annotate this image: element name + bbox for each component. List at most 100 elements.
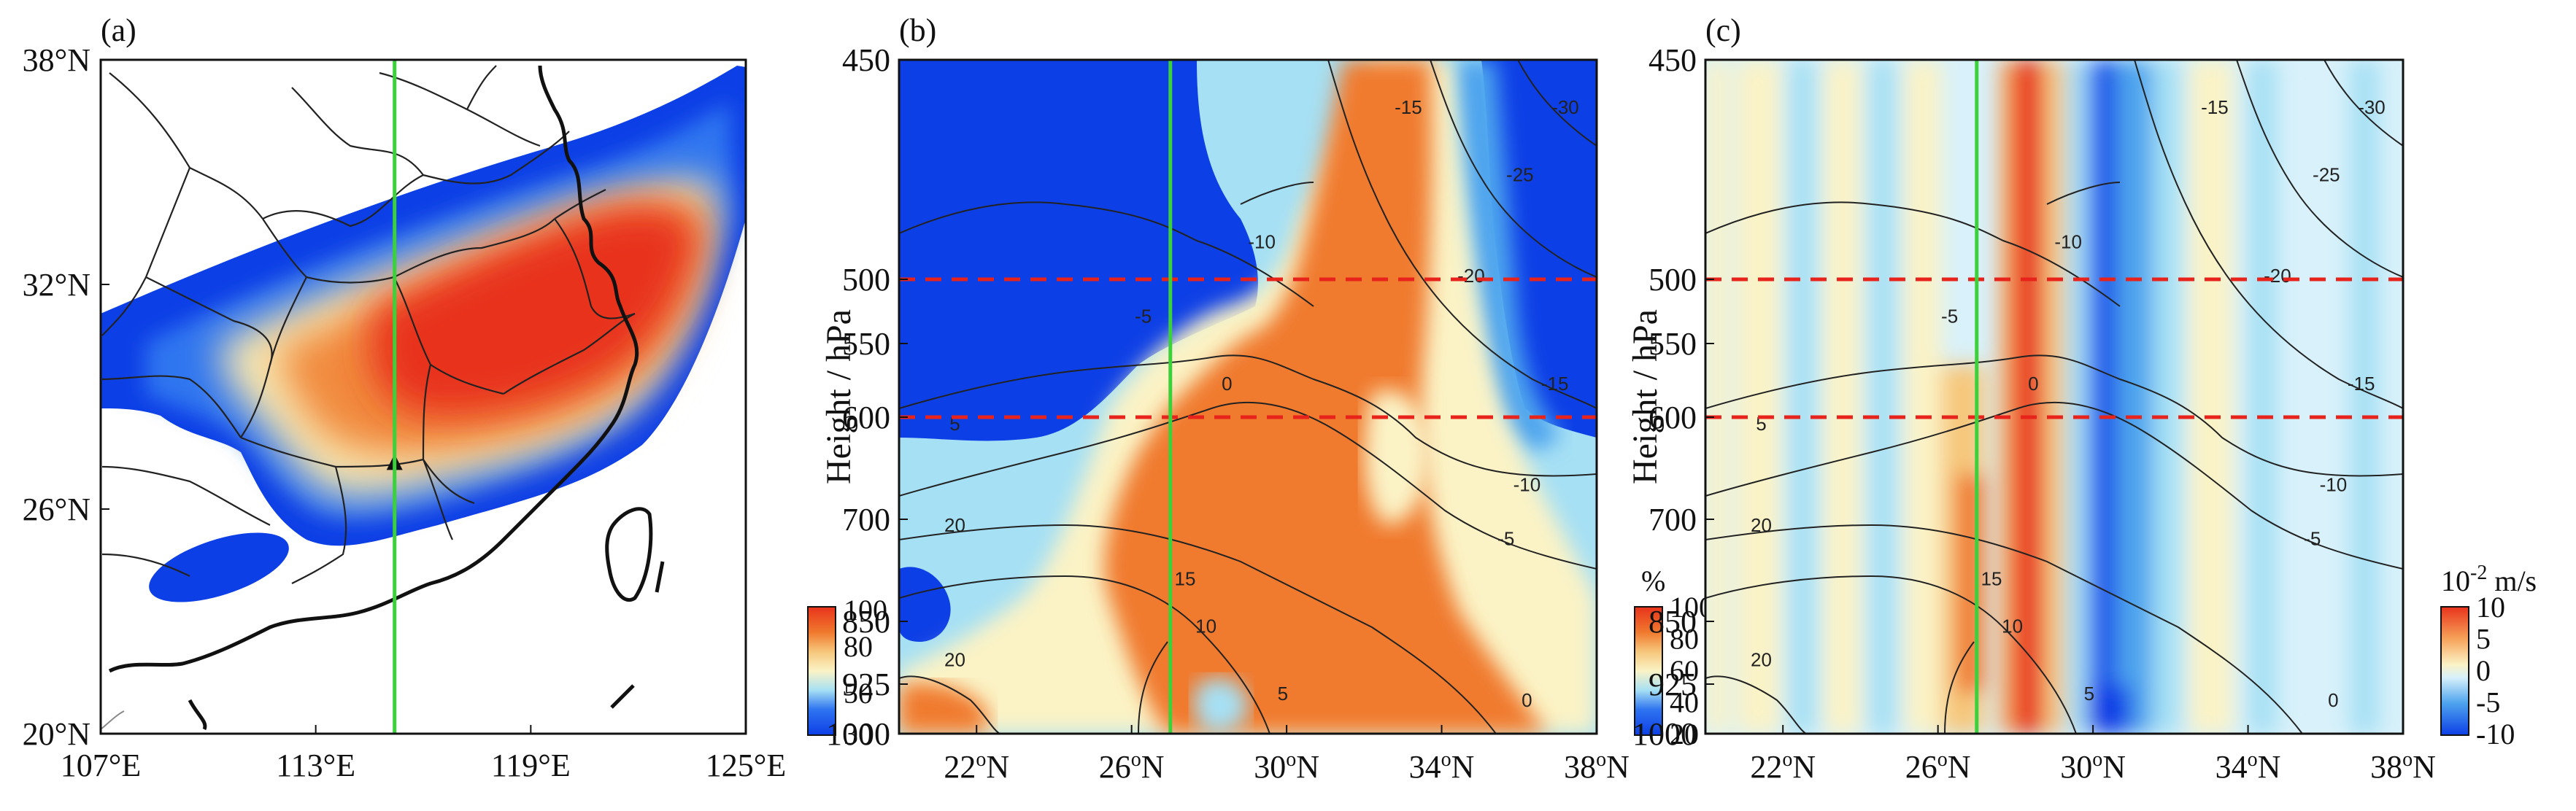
transition-right — [1452, 60, 1562, 452]
isotherm-contours-b — [899, 60, 1597, 734]
panel-b-frame — [898, 58, 1598, 735]
panel-a-ytick-label: 32°N — [23, 267, 90, 303]
contour-label: 0 — [1522, 689, 1532, 711]
moist-pale-patch — [1364, 389, 1430, 525]
xtick-label: 26oN — [1905, 748, 1971, 785]
colorbar-a-bar — [807, 606, 836, 736]
contour-label: 20 — [1751, 514, 1772, 536]
panel-b-cross-section: (b) — [820, 12, 1713, 785]
ytick-label: 550 — [1648, 326, 1697, 362]
colorbar-b-bar — [1634, 606, 1663, 736]
contour-label: -20 — [1457, 265, 1485, 287]
contour-label: 5 — [1278, 683, 1288, 705]
bottom-left-line — [101, 710, 125, 730]
colorbar-tick-label: 40 — [1670, 686, 1699, 719]
colorbar-a-tick-label: 30 — [844, 718, 873, 750]
panel-a-axes: 107°E 113°E 119°E 125°E 20°N 26°N 32°N 38°N — [23, 42, 787, 783]
ytick-label: 700 — [842, 502, 890, 538]
colorbar-tick-label: 10 — [2476, 591, 2505, 624]
panel-c-label: (c) — [1705, 12, 1741, 48]
contour-label: -25 — [1506, 163, 1534, 185]
colorbar-a-ticks: 30 50 80 100 — [844, 594, 887, 750]
province-borders — [101, 65, 636, 584]
isotherm-contours-c — [1705, 60, 2403, 734]
xtick-label: 34oN — [2216, 748, 2281, 785]
contour-label: -5 — [1497, 527, 1514, 549]
colorbar-tick-label: 0 — [2476, 654, 2491, 687]
contour-label: -5 — [1135, 305, 1152, 327]
ytick-label: 1000 — [1632, 716, 1697, 752]
coastline — [108, 65, 639, 731]
contour-label: -30 — [1551, 96, 1579, 118]
panel-a-xtick-label: 125°E — [706, 748, 786, 783]
ytick-label: 450 — [842, 42, 890, 78]
panel-a-xtick-label: 107°E — [61, 748, 141, 783]
xtick-label: 38oN — [1564, 748, 1630, 785]
colorbar-c-bar — [2440, 606, 2469, 736]
island-marker-1 — [655, 561, 665, 593]
panel-a-field — [101, 60, 746, 734]
ytick-label: 850 — [842, 604, 890, 640]
contour-label: 20 — [944, 649, 965, 671]
contour-label: -5 — [1941, 305, 1958, 327]
panel-c-frame — [1704, 58, 2405, 735]
ytick-label: 450 — [1648, 42, 1697, 78]
contour-label: 10 — [1195, 615, 1216, 637]
ytick-label: 600 — [1648, 400, 1697, 435]
moist-lower-left — [899, 683, 989, 734]
contour-label: -30 — [2358, 96, 2386, 118]
taiwan-island — [605, 507, 653, 602]
colorbar-tick-label: 80 — [1670, 623, 1699, 656]
contour-label: 15 — [1981, 568, 2002, 590]
xtick-label: 22oN — [1750, 748, 1816, 785]
ytick-label: 500 — [842, 262, 890, 298]
panel-a-label: (a) — [101, 12, 136, 48]
ytick-label: 600 — [842, 400, 890, 435]
colorbar-a-tick-label: 100 — [844, 594, 887, 626]
colorbar-a-tick-label: 50 — [844, 677, 873, 710]
panel-a-ytick-label: 38°N — [23, 42, 90, 78]
contour-label: -15 — [2348, 373, 2375, 395]
panel-a-xtick-label: 113°E — [276, 748, 355, 783]
dashed-levels-b — [899, 277, 1597, 419]
panel-a-xtick-label: 119°E — [491, 748, 571, 783]
contour-label: -10 — [2320, 473, 2348, 495]
velocity-stripes — [1705, 60, 2379, 734]
contour-label: 20 — [944, 514, 965, 536]
ytick-label: 500 — [1648, 262, 1697, 298]
contour-label: -20 — [2264, 265, 2291, 287]
xtick-label: 38oN — [2370, 748, 2436, 785]
contour-label: -25 — [2313, 163, 2340, 185]
island-marker-2 — [610, 684, 635, 709]
xtick-label: 22oN — [944, 748, 1009, 785]
xtick-label: 30oN — [2060, 748, 2126, 785]
moist-blue-patch — [1194, 678, 1249, 734]
panel-b-ylabel: Height / hPa — [820, 309, 858, 484]
contour-label: -10 — [1248, 231, 1276, 253]
colorbar-c-unit: 10-2 m/s — [2441, 562, 2537, 597]
rain-patch-south — [149, 532, 289, 602]
contour-label: 0 — [2028, 373, 2038, 395]
contour-label: 15 — [1174, 568, 1195, 590]
contour-label: -15 — [1541, 373, 1569, 395]
moist-orange-body — [1104, 60, 1547, 734]
ytick-label: 925 — [1648, 667, 1697, 702]
panel-c-ylabel: Height / hPa — [1626, 309, 1665, 484]
panel-a-ytick-label: 20°N — [23, 716, 90, 752]
ytick-label: 850 — [1648, 604, 1697, 640]
contour-label: 10 — [2002, 615, 2023, 637]
panel-c-cross-section: (c) — [1626, 12, 2537, 785]
contour-label: -15 — [2201, 96, 2229, 118]
xtick-label: 30oN — [1254, 748, 1319, 785]
contour-label: -5 — [2304, 527, 2321, 549]
contour-label: 0 — [1222, 373, 1232, 395]
